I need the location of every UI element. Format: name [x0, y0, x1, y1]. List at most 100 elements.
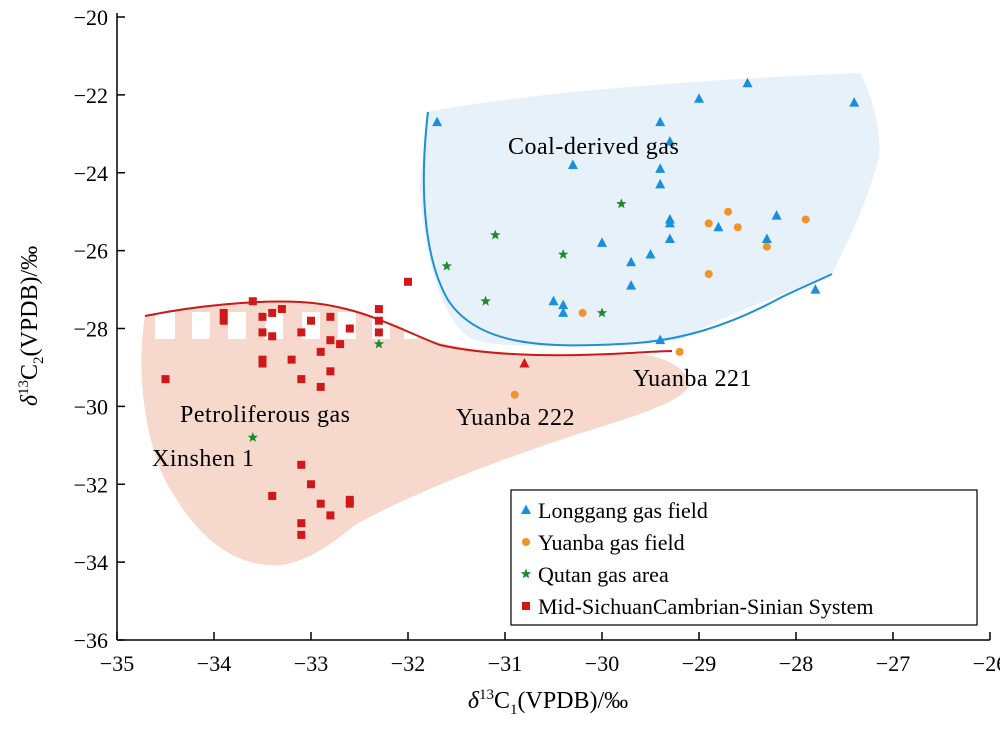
data-point-square — [316, 499, 325, 508]
data-point-triangle — [519, 358, 530, 368]
data-point-triangle — [626, 280, 637, 290]
legend-marker-square — [522, 602, 530, 610]
data-point-circle — [704, 269, 713, 278]
x-ticks: −35 −34 −33 −32 −31 −30 −29 −28 −27 −26 — [100, 632, 1000, 676]
data-point-star — [490, 229, 501, 240]
y-tick-label: −24 — [74, 161, 108, 186]
data-point-square — [374, 328, 383, 337]
data-point-triangle — [742, 77, 753, 88]
data-point-circle — [675, 347, 684, 356]
y-tick-label: −34 — [74, 550, 108, 575]
data-point-square — [326, 367, 335, 376]
axis-labels: δ13C1(VPDB)/‰ δ13C2(VPDB)/‰ — [16, 246, 628, 718]
x-tick-label: −29 — [682, 651, 716, 676]
data-point-square — [307, 316, 315, 325]
x-axis-label: δ13C1(VPDB)/‰ — [468, 687, 628, 718]
data-point-square — [374, 316, 383, 325]
annotation-petroliferous-gas: Petroliferous gas — [180, 402, 350, 428]
annotation-yuanba-222: Yuanba 222 — [456, 405, 575, 431]
data-point-triangle — [597, 237, 607, 247]
data-point-circle — [733, 223, 742, 232]
data-point-star — [558, 249, 569, 259]
data-point-square — [297, 328, 306, 337]
data-point-triangle — [558, 299, 569, 310]
legend-label: Yuanba gas field — [538, 530, 685, 555]
data-point-star — [596, 307, 608, 318]
data-points — [161, 77, 860, 539]
data-point-triangle — [567, 159, 578, 169]
legend-label: Mid-SichuanCambrian-Sinian System — [538, 594, 873, 619]
x-tick-label: −33 — [294, 651, 328, 676]
legend-label: Qutan gas area — [538, 562, 669, 587]
data-point-square — [297, 460, 306, 469]
annotation-yuanba-221: Yuanba 221 — [633, 366, 752, 392]
legend-marker-star — [520, 568, 532, 579]
data-point-square — [326, 336, 335, 345]
data-point-triangle — [664, 217, 675, 228]
data-point-star — [616, 198, 627, 209]
data-point-square — [297, 530, 306, 539]
data-point-triangle — [655, 334, 666, 345]
y-ticks: −36 −34 −32 −30 −28 −26 −24 −22 −20 — [74, 5, 125, 653]
data-point-circle — [578, 308, 587, 317]
data-point-square — [161, 375, 170, 384]
data-point-square — [258, 328, 267, 337]
data-point-square — [219, 308, 228, 317]
legend-items: Longgang gas field Yuanba gas field Qutan … — [520, 498, 873, 619]
data-point-square — [374, 305, 383, 314]
legend: Longgang gas field Yuanba gas field Qutan … — [510, 489, 978, 626]
data-point-triangle — [432, 116, 443, 127]
data-point-square — [316, 347, 325, 356]
data-point-square — [219, 316, 228, 325]
region-dash-gap — [192, 312, 210, 339]
data-point-triangle — [548, 295, 559, 306]
x-tick-label: −32 — [391, 651, 425, 676]
legend-label: Longgang gas field — [538, 498, 708, 523]
region-dash-gap — [302, 312, 320, 339]
data-point-star — [247, 432, 258, 442]
data-point-square — [248, 297, 257, 306]
region-dash-gap — [265, 312, 283, 339]
data-point-square — [326, 312, 335, 321]
data-point-square — [404, 277, 412, 286]
data-point-triangle — [626, 256, 637, 267]
data-point-square — [258, 312, 267, 321]
y-tick-label: −22 — [74, 83, 108, 108]
y-tick-label: −20 — [74, 5, 108, 30]
data-point-triangle — [655, 163, 666, 173]
annotation-xinshen-1: Xinshen 1 — [152, 446, 255, 472]
y-tick-label: −32 — [74, 472, 108, 497]
legend-marker-triangle — [521, 504, 531, 514]
data-point-square — [287, 355, 296, 364]
data-point-square — [268, 491, 277, 500]
annotation-coal-derived-gas: Coal-derived gas — [508, 134, 679, 160]
x-tick-label: −35 — [100, 651, 134, 676]
annotations: Coal-derived gas Petroliferous gas Xinsh… — [152, 134, 752, 472]
x-tick-label: −28 — [779, 651, 813, 676]
data-point-square — [258, 359, 267, 368]
y-tick-label: −26 — [74, 239, 108, 264]
y-tick-label: −36 — [74, 628, 108, 653]
data-point-triangle — [761, 233, 772, 243]
y-tick-label: −28 — [74, 317, 108, 342]
data-point-triangle — [694, 93, 704, 103]
data-point-triangle — [655, 178, 666, 189]
x-tick-label: −27 — [876, 651, 910, 676]
data-point-triangle — [713, 221, 724, 232]
x-tick-label: −26 — [973, 651, 1000, 676]
data-point-triangle — [664, 136, 675, 146]
data-point-square — [297, 519, 306, 528]
data-point-triangle — [771, 210, 782, 220]
data-point-square — [326, 511, 335, 520]
data-point-triangle — [655, 116, 666, 127]
data-point-square — [268, 332, 277, 341]
region-dash-gap — [228, 312, 246, 339]
data-point-triangle — [558, 307, 569, 317]
legend-box — [510, 489, 978, 626]
data-point-square — [307, 480, 315, 489]
data-point-circle — [762, 242, 771, 251]
legend-marker-circle — [522, 538, 530, 546]
x-tick-label: −34 — [197, 651, 231, 676]
data-point-square — [336, 340, 345, 349]
y-tick-label: −30 — [74, 394, 108, 419]
